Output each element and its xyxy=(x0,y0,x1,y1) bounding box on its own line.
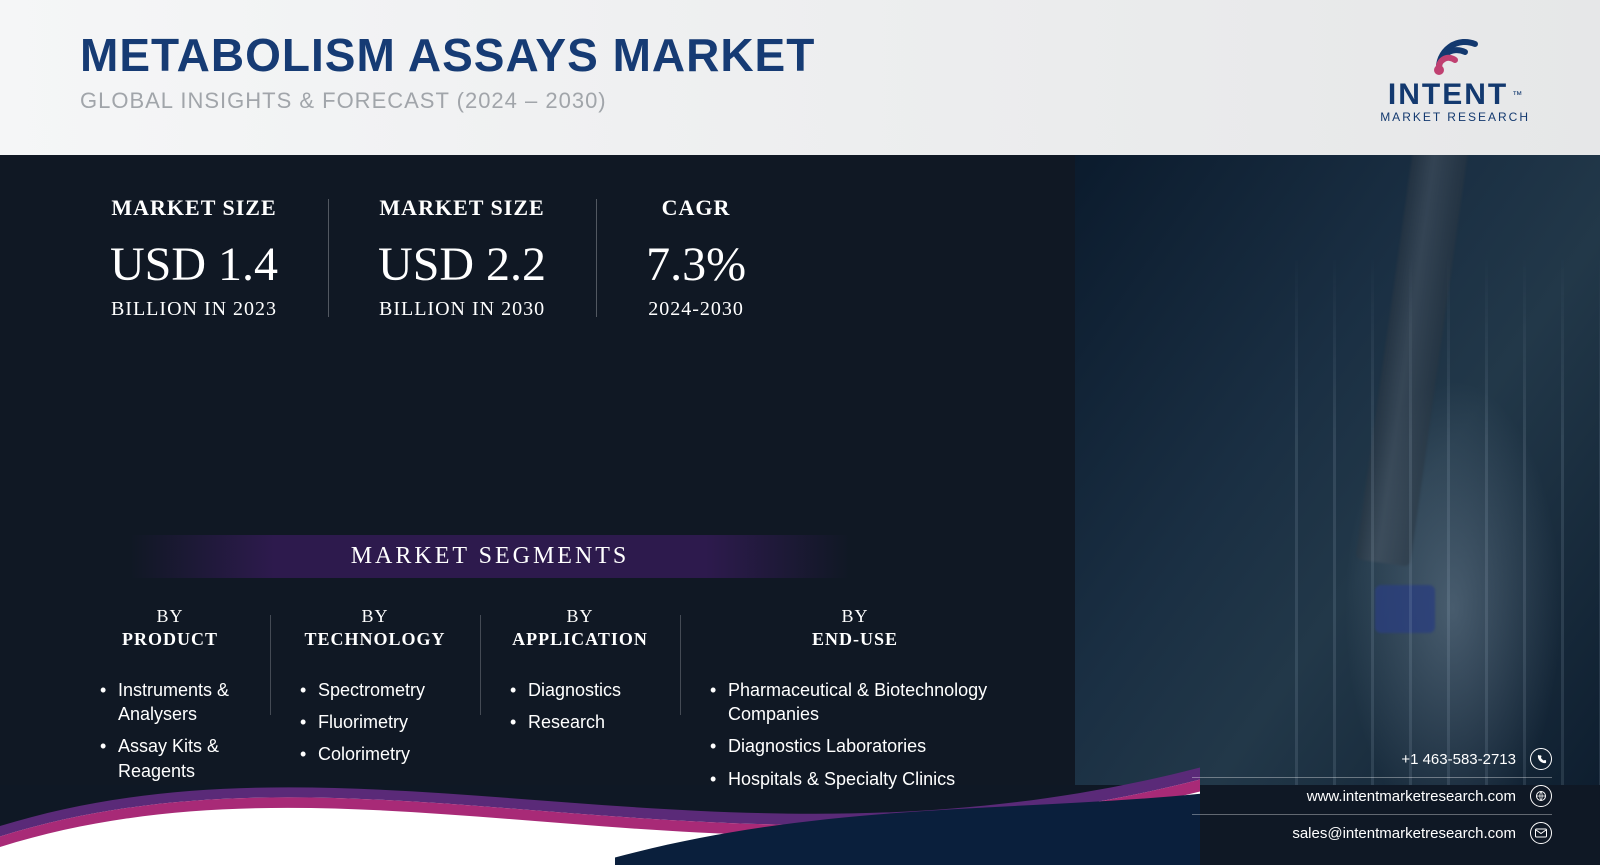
pipette-shape xyxy=(1355,155,1469,567)
list-item: Hospitals & Specialty Clinics xyxy=(708,763,1002,795)
metric-market-size-2023: MARKET SIZE USD 1.4 BILLION IN 2023 xyxy=(60,195,328,321)
metric-value: 7.3% xyxy=(646,237,746,292)
page-subtitle: GLOBAL INSIGHTS & FORECAST (2024 – 2030) xyxy=(80,88,1520,114)
segment-heading: BYAPPLICATION xyxy=(508,605,652,652)
logo-subline: MARKET RESEARCH xyxy=(1380,110,1530,124)
footer-web: www.intentmarketresearch.com xyxy=(1307,788,1516,805)
segments-header-band: MARKET SEGMENTS xyxy=(130,535,850,578)
segment-heading: BYPRODUCT xyxy=(98,605,242,652)
segments-header-label: MARKET SEGMENTS xyxy=(351,543,630,569)
wifi-arc-icon xyxy=(1425,30,1485,76)
header: METABOLISM ASSAYS MARKET GLOBAL INSIGHTS… xyxy=(0,0,1600,155)
list-item: Spectrometry xyxy=(298,674,452,706)
list-item: Diagnostics Laboratories xyxy=(708,730,1002,762)
segment-application: BYAPPLICATION Diagnostics Research xyxy=(480,605,680,795)
footer-email-row: sales@intentmarketresearch.com xyxy=(1192,817,1552,849)
list-item: Fluorimetry xyxy=(298,706,452,738)
metric-note: BILLION IN 2030 xyxy=(378,298,546,321)
page-title: METABOLISM ASSAYS MARKET xyxy=(80,28,1520,82)
segments-row: BYPRODUCT Instruments & Analysers Assay … xyxy=(70,605,1055,795)
segment-product: BYPRODUCT Instruments & Analysers Assay … xyxy=(70,605,270,795)
tube-cap-shape xyxy=(1375,585,1435,633)
footer-web-row: www.intentmarketresearch.com xyxy=(1192,780,1552,812)
footer-divider xyxy=(1192,777,1552,778)
metric-cagr: CAGR 7.3% 2024-2030 xyxy=(596,195,796,321)
segment-list: Diagnostics Research xyxy=(508,674,652,739)
metric-note: 2024-2030 xyxy=(646,298,746,321)
metric-value: USD 2.2 xyxy=(378,237,546,292)
dark-panel: MARKET SIZE USD 1.4 BILLION IN 2023 MARK… xyxy=(0,155,1075,785)
metric-label: MARKET SIZE xyxy=(110,195,278,221)
logo-brand-text: INTENT xyxy=(1388,78,1508,111)
metric-label: CAGR xyxy=(646,195,746,221)
footer-phone: +1 463-583-2713 xyxy=(1401,751,1516,768)
metric-note: BILLION IN 2023 xyxy=(110,298,278,321)
footer-divider xyxy=(1192,814,1552,815)
trademark-symbol: ™ xyxy=(1512,90,1522,101)
globe-icon xyxy=(1530,785,1552,807)
segment-heading: BYTECHNOLOGY xyxy=(298,605,452,652)
list-item: Colorimetry xyxy=(298,738,452,770)
metric-market-size-2030: MARKET SIZE USD 2.2 BILLION IN 2030 xyxy=(328,195,596,321)
footer-phone-row: +1 463-583-2713 xyxy=(1192,743,1552,775)
segment-technology: BYTECHNOLOGY Spectrometry Fluorimetry Co… xyxy=(270,605,480,795)
metric-value: USD 1.4 xyxy=(110,237,278,292)
infographic-page: METABOLISM ASSAYS MARKET GLOBAL INSIGHTS… xyxy=(0,0,1600,865)
segment-heading: BYEND-USE xyxy=(708,605,1002,652)
mail-icon xyxy=(1530,822,1552,844)
list-item: Diagnostics xyxy=(508,674,652,706)
segment-list: Instruments & Analysers Assay Kits & Rea… xyxy=(98,674,242,787)
list-item: Instruments & Analysers xyxy=(98,674,242,731)
list-item: Pharmaceutical & Biotechnology Companies xyxy=(708,674,1002,731)
phone-icon xyxy=(1530,748,1552,770)
segment-list: Pharmaceutical & Biotechnology Companies… xyxy=(708,674,1002,795)
brand-logo: INTENT ™ MARKET RESEARCH xyxy=(1380,30,1530,124)
metric-label: MARKET SIZE xyxy=(378,195,546,221)
segment-list: Spectrometry Fluorimetry Colorimetry xyxy=(298,674,452,771)
list-item: Assay Kits & Reagents xyxy=(98,730,242,787)
segment-end-use: BYEND-USE Pharmaceutical & Biotechnology… xyxy=(680,605,1030,795)
footer-contact: +1 463-583-2713 www.intentmarketresearch… xyxy=(1192,743,1552,849)
footer-email: sales@intentmarketresearch.com xyxy=(1292,825,1516,842)
metrics-row: MARKET SIZE USD 1.4 BILLION IN 2023 MARK… xyxy=(0,155,1075,321)
list-item: Research xyxy=(508,706,652,738)
lab-photo-panel xyxy=(1075,155,1600,785)
